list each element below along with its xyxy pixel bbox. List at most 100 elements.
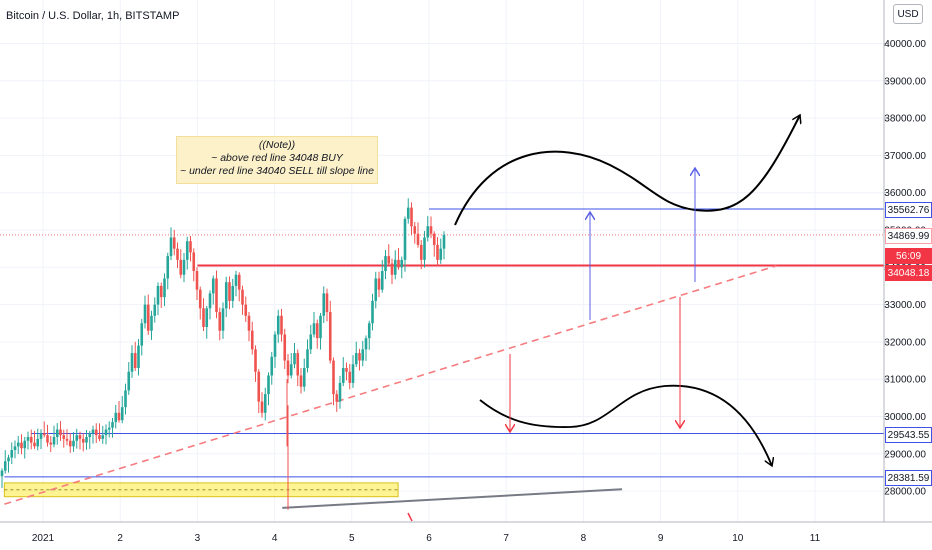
candle-body bbox=[65, 438, 69, 441]
candle-body bbox=[179, 259, 183, 275]
candle-body bbox=[3, 461, 7, 471]
candle-body bbox=[348, 371, 352, 383]
candle-body bbox=[172, 237, 176, 249]
highlight-band-rect bbox=[3, 482, 399, 498]
candle-body bbox=[10, 450, 14, 458]
candle-body bbox=[62, 435, 66, 439]
note-line-2: ~ above red line 34048 BUY bbox=[211, 152, 343, 164]
candle-body bbox=[390, 263, 394, 275]
candle-body bbox=[419, 244, 423, 260]
candle-body bbox=[88, 433, 92, 438]
candle-body bbox=[68, 440, 72, 447]
candle-body bbox=[29, 437, 33, 443]
candle-body bbox=[309, 334, 313, 350]
candle-body bbox=[33, 442, 36, 447]
candle-body bbox=[423, 237, 426, 260]
candle-body bbox=[163, 278, 166, 298]
y-tick-label: 37000.00 bbox=[884, 151, 926, 162]
y-tick-label: 38000.00 bbox=[884, 114, 926, 125]
candle-body bbox=[150, 315, 153, 331]
candle-body bbox=[81, 438, 85, 443]
candle-body bbox=[380, 271, 384, 290]
chart-title: Bitcoin / U.S. Dollar, 1h, BITSTAMP bbox=[6, 10, 180, 22]
candle-body bbox=[429, 226, 433, 234]
candle-body bbox=[205, 308, 209, 327]
candle-body bbox=[374, 278, 378, 301]
candle-body bbox=[137, 345, 140, 369]
candle-body bbox=[185, 241, 189, 260]
candle-body bbox=[228, 282, 231, 301]
horizontal-levels bbox=[0, 208, 884, 478]
candle-body bbox=[117, 412, 121, 421]
candle-body bbox=[111, 422, 114, 428]
candle-body bbox=[393, 259, 397, 275]
price-tag-countdown: 56:09 bbox=[885, 248, 932, 264]
candles bbox=[0, 198, 446, 510]
candle-body bbox=[306, 349, 309, 369]
candle-body bbox=[361, 349, 365, 361]
candle-body bbox=[237, 274, 241, 290]
candle-body bbox=[94, 429, 98, 436]
candle-body bbox=[55, 429, 59, 438]
candle-body bbox=[250, 330, 254, 350]
x-tick-label: 10 bbox=[732, 533, 744, 544]
candle-body bbox=[384, 256, 387, 272]
candle-body bbox=[182, 259, 186, 275]
candle-body bbox=[397, 259, 400, 268]
candle-body bbox=[338, 382, 342, 402]
lower-wave-arrow bbox=[479, 384, 772, 466]
candle-body bbox=[354, 353, 358, 365]
candle-body bbox=[293, 353, 296, 365]
candle-body bbox=[364, 338, 368, 350]
candle-body bbox=[39, 433, 43, 439]
candle-body bbox=[436, 244, 439, 260]
candle-body bbox=[198, 289, 202, 309]
candle-body bbox=[189, 241, 192, 253]
candle-body bbox=[166, 256, 170, 279]
candle-body bbox=[302, 368, 306, 387]
candle-body bbox=[120, 407, 124, 421]
slope-line bbox=[4, 265, 777, 509]
candle-body bbox=[26, 437, 30, 441]
time-axis[interactable]: 2021 2 3 4 5 6 7 8 9 10 11 bbox=[32, 533, 821, 544]
candle-body bbox=[36, 438, 40, 447]
candle-body bbox=[130, 353, 134, 372]
x-tick-label: 8 bbox=[581, 533, 587, 544]
note-box[interactable]: ((Note)) ~ above red line 34048 BUY ~ un… bbox=[176, 136, 378, 184]
candle-body bbox=[254, 349, 257, 372]
candle-body bbox=[247, 315, 251, 331]
candle-body bbox=[195, 271, 199, 290]
candle-body bbox=[49, 442, 53, 445]
candle-body bbox=[140, 323, 144, 346]
candle-body bbox=[221, 308, 225, 331]
currency-button[interactable]: USD bbox=[893, 4, 923, 24]
candle-body bbox=[218, 312, 222, 331]
candle-body bbox=[46, 435, 49, 443]
candle-body bbox=[98, 435, 101, 439]
candle-body bbox=[211, 278, 215, 294]
candle-body bbox=[270, 356, 274, 376]
candle-body bbox=[169, 237, 173, 257]
candle-body bbox=[85, 437, 88, 443]
y-tick-label: 33000.00 bbox=[884, 300, 926, 311]
candle-body bbox=[143, 304, 147, 324]
candle-body bbox=[104, 429, 108, 436]
candle-body bbox=[283, 334, 287, 361]
candle-body bbox=[410, 207, 413, 227]
candle-body bbox=[299, 375, 303, 387]
candle-body bbox=[156, 285, 160, 305]
candle-body bbox=[335, 394, 339, 402]
note-line-1: ((Note)) bbox=[258, 139, 296, 151]
candle-body bbox=[0, 470, 4, 477]
candle-body bbox=[416, 233, 420, 245]
candle-body bbox=[208, 293, 212, 309]
candle-body bbox=[325, 293, 329, 313]
candle-body bbox=[215, 278, 218, 313]
candle-body bbox=[202, 308, 205, 327]
annotations bbox=[407, 115, 800, 522]
candle-body bbox=[16, 442, 20, 447]
y-tick-label: 29000.00 bbox=[884, 449, 926, 460]
y-tick-label: 31000.00 bbox=[884, 375, 926, 386]
